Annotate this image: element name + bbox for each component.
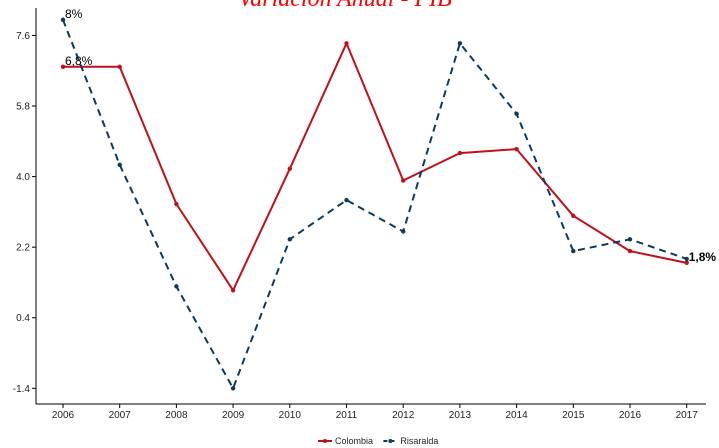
x-tick-label: 2010 [279, 410, 302, 421]
data-point-colombia [401, 178, 406, 183]
data-label: 8% [65, 7, 83, 21]
y-tick-label: 5.8 [16, 102, 30, 113]
legend: Colombia Risaralda [318, 436, 438, 446]
data-point-risaralda [287, 237, 292, 242]
data-point-risaralda [60, 17, 66, 22]
data-point-colombia [344, 41, 349, 46]
legend-label: Colombia [335, 436, 373, 446]
data-label: 6,8% [65, 54, 93, 68]
data-point-colombia [514, 146, 519, 152]
series-line-colombia [63, 42, 687, 292]
x-tick-label: 2017 [676, 410, 699, 421]
data-point-colombia [287, 166, 292, 171]
x-tick-label: 2011 [336, 410, 358, 421]
data-point-risaralda [571, 248, 576, 254]
data-point-risaralda [117, 162, 122, 168]
x-tick-label: 2014 [505, 410, 528, 421]
data-point-colombia [117, 64, 122, 70]
data-point-colombia [457, 150, 463, 156]
data-point-colombia [627, 248, 633, 254]
x-tick-label: 2006 [52, 410, 75, 421]
y-tick-label: -1.4 [13, 384, 31, 395]
series-line-risaralda [62, 19, 688, 390]
data-point-risaralda [627, 237, 633, 242]
data-point-colombia [684, 260, 689, 266]
y-tick-label: 2.2 [16, 243, 30, 254]
x-tick-label: 2008 [165, 410, 188, 421]
y-tick-label: 0.4 [16, 313, 30, 324]
legend-key-point [388, 439, 393, 443]
x-tick-label: 2013 [449, 410, 472, 421]
x-axis-ticks: 2006 2007 2008 2009 2010 2011 2012 2013 2014 2015… [52, 404, 698, 421]
x-tick-label: 2016 [619, 410, 642, 421]
y-tick-label: 7.6 [16, 31, 30, 42]
data-point-risaralda [344, 197, 349, 203]
x-tick-label: 2009 [222, 410, 245, 421]
data-point-risaralda [457, 41, 463, 46]
x-tick-label: 2012 [392, 410, 415, 421]
data-point-risaralda [174, 284, 179, 289]
y-axis-ticks: 7.6 5.8 4.0 2.2 0.4 -1.4 [13, 31, 36, 395]
data-point-risaralda [514, 111, 519, 117]
data-point-colombia [60, 64, 66, 70]
data-point-risaralda [401, 229, 406, 234]
data-point-risaralda [684, 256, 689, 262]
x-tick-label: 2007 [109, 410, 132, 421]
data-point-colombia [571, 213, 576, 219]
data-label: 1,8% [689, 250, 717, 264]
x-tick-label: 2015 [562, 410, 585, 421]
series-layer [60, 17, 689, 391]
data-point-risaralda [230, 386, 236, 391]
chart-title: Variación Anual - PIB [238, 0, 452, 12]
data-point-colombia [230, 288, 236, 293]
legend-key-point [323, 439, 327, 443]
legend-label: Risaralda [400, 436, 438, 446]
y-tick-label: 4.0 [16, 172, 30, 183]
annotations: 8% 6,8% 1,8% [65, 7, 716, 264]
data-point-colombia [174, 201, 179, 207]
